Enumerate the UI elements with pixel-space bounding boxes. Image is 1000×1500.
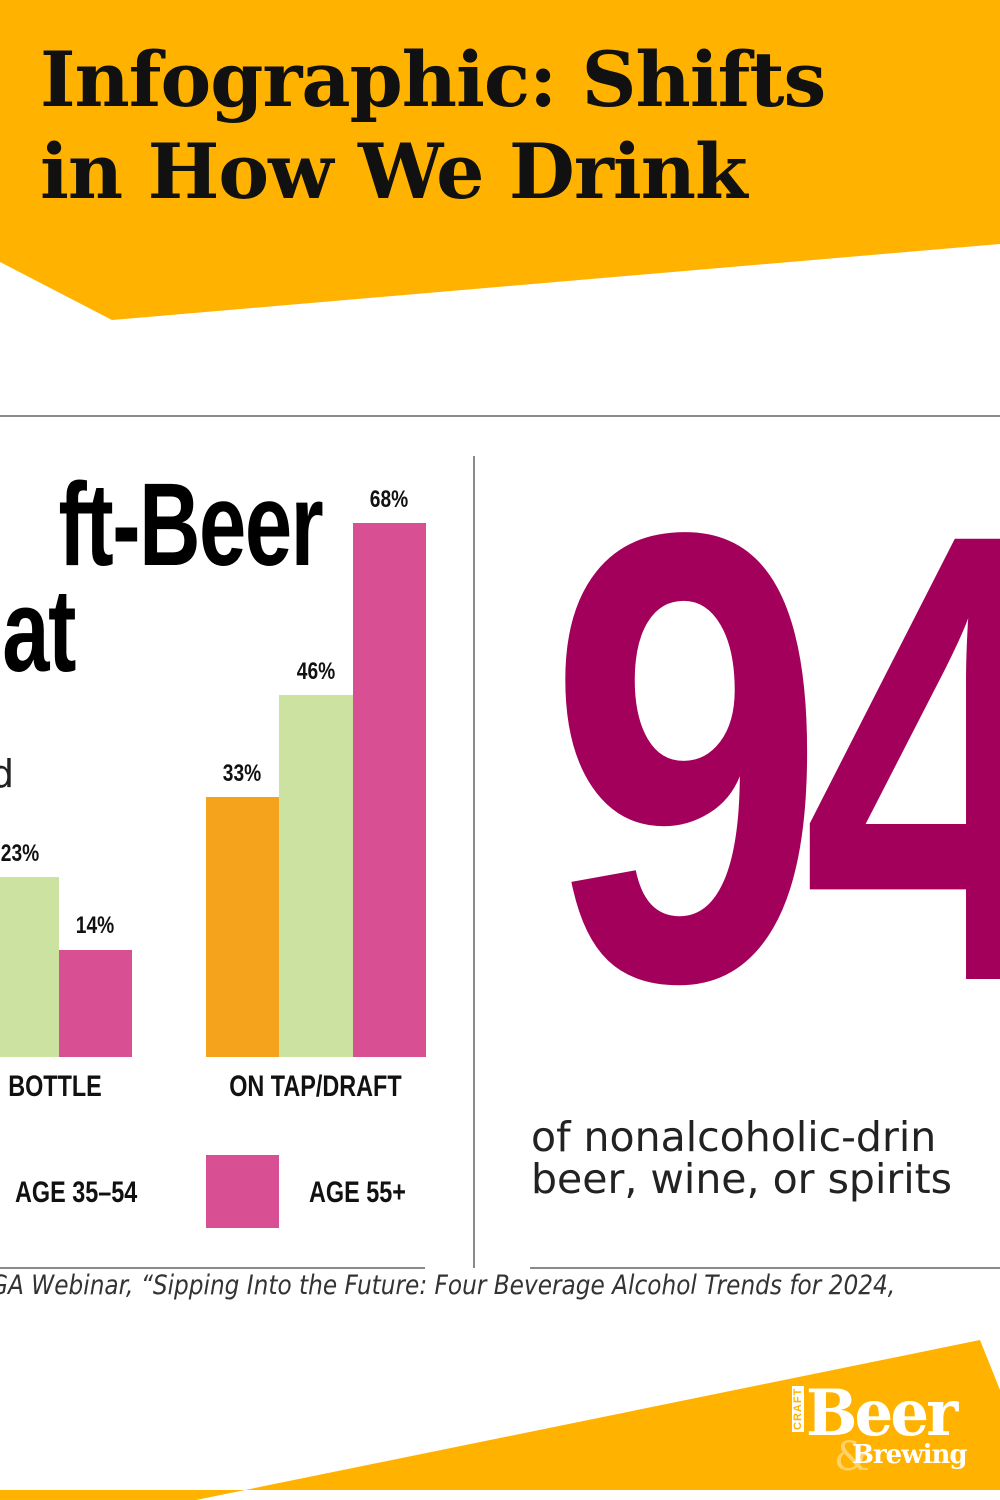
vertical-divider (473, 456, 475, 1268)
brand-logo[interactable]: CRAFT Beer & Brewing (792, 1382, 982, 1480)
left-bottom-divider (0, 1267, 425, 1269)
chart-heading-line-2: at (2, 565, 76, 697)
legend-label-age-35-54: AGE 35–54 (15, 1176, 138, 1209)
page-title: Infographic: Shifts in How We Drink (40, 34, 826, 218)
bar-bottle-age-55 (59, 950, 132, 1057)
bar-tap-age-21-34 (206, 797, 279, 1057)
logo-brewing: Brewing (852, 1440, 968, 1470)
stat-description: of nonalcoholic-drin beer, wine, or spir… (531, 1116, 952, 1200)
stat-desc-line-2: beer, wine, or spirits (531, 1155, 953, 1203)
title-line-2: in How We Drink (40, 127, 748, 216)
logo-beer: Beer (806, 1376, 958, 1451)
bar-label-tap-age-21-34: 33% (222, 760, 262, 787)
legend-swatch-age-55 (206, 1155, 279, 1228)
logo-ampersand: & (834, 1434, 870, 1480)
bar-tap-age-35-54 (279, 695, 353, 1057)
legend-label-age-55: AGE 55+ (309, 1176, 406, 1209)
title-line-1: Infographic: Shifts (40, 35, 826, 124)
chart-heading-line-1: ft-Beer (58, 459, 323, 591)
banner-shape (0, 0, 1000, 320)
source-citation: GA Webinar, “Sipping Into the Future: Fo… (0, 1270, 896, 1301)
bar-tap-age-55 (353, 523, 426, 1057)
right-bottom-divider (530, 1267, 1000, 1269)
header-banner: Infographic: Shifts in How We Drink (0, 0, 1000, 330)
chart-subtext: d (0, 752, 15, 796)
top-divider (0, 415, 1000, 417)
bar-label-tap-age-35-54: 46% (296, 658, 336, 685)
bar-bottle-age-35-54 (0, 877, 59, 1057)
footer-banner (0, 1340, 1000, 1500)
bar-label-bottle-age-35-54: 23% (0, 840, 40, 867)
stat-desc-line-1: of nonalcoholic-drin (531, 1113, 937, 1161)
bar-label-tap-age-55: 68% (369, 486, 409, 513)
logo-craft: CRAFT (792, 1385, 804, 1432)
category-label-bottle: BOTTLE (8, 1070, 102, 1103)
bar-label-bottle-age-55: 14% (75, 912, 115, 939)
category-label-tap: ON TAP/DRAFT (229, 1070, 402, 1103)
big-stat-number: 94 (548, 400, 1000, 1115)
